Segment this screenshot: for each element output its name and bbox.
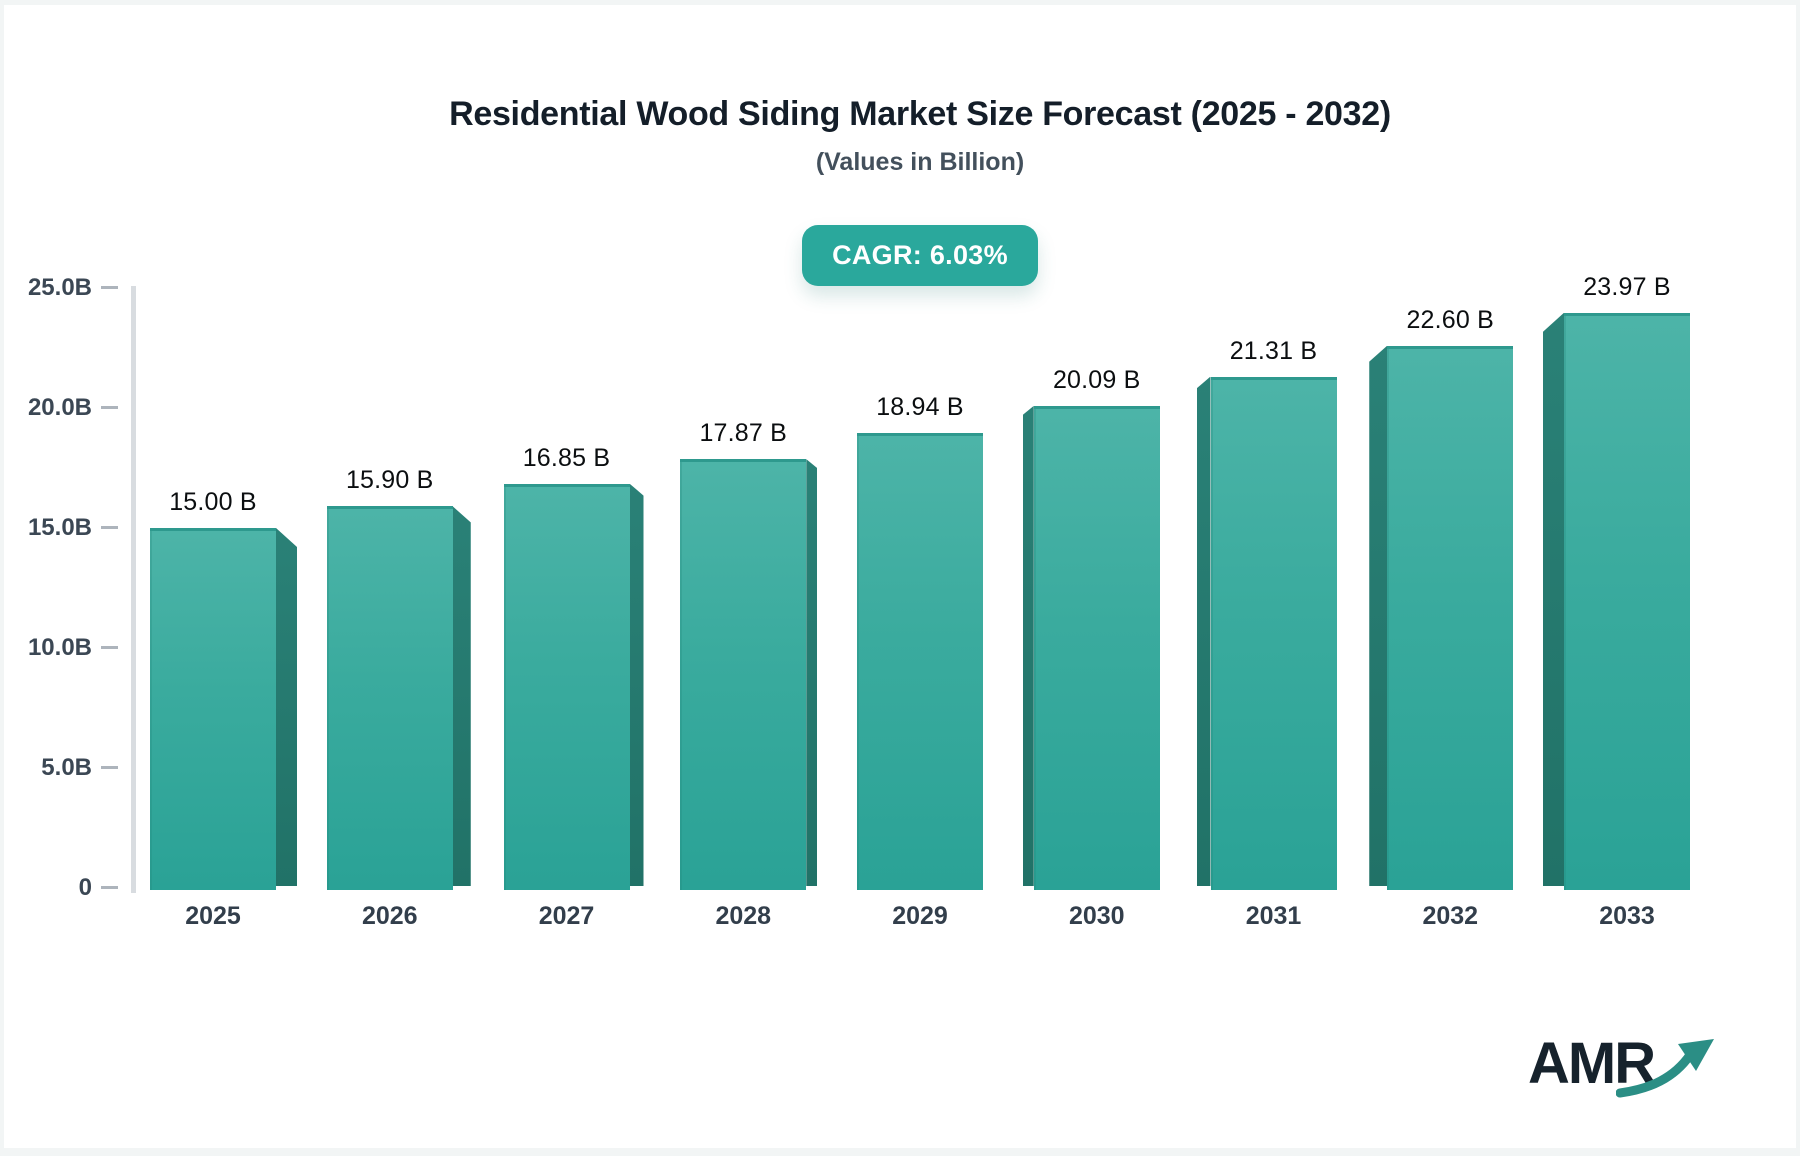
bar-2026 — [326, 506, 453, 890]
bar-side — [806, 459, 818, 886]
x-tick-label: 2025 — [185, 902, 241, 930]
bar-2028 — [680, 459, 807, 890]
cagr-badge: CAGR: 6.03% — [802, 225, 1038, 286]
bar-value-label: 15.00 B — [169, 488, 257, 516]
x-tick-label: 2033 — [1599, 902, 1655, 930]
y-tick — [101, 286, 118, 289]
bar-value-label: 23.97 B — [1583, 272, 1671, 301]
y-tick — [101, 526, 118, 529]
bar-side — [1022, 405, 1034, 886]
y-tick — [101, 406, 118, 409]
bar-value-label: 15.90 B — [345, 466, 434, 495]
y-tick — [101, 766, 118, 769]
bar-2033 — [1564, 312, 1690, 890]
growth-arrow-icon — [1616, 1039, 1714, 1098]
y-tick — [101, 886, 118, 889]
bar-value-label: 22.60 B — [1406, 305, 1495, 334]
bar-value-label: 20.09 B — [1052, 365, 1141, 394]
x-tick-label: 2028 — [715, 902, 772, 930]
bar-value-label: 21.31 B — [1229, 336, 1318, 365]
bar-side — [1369, 345, 1388, 886]
bar-2032 — [1387, 345, 1514, 890]
bar-2031 — [1210, 376, 1337, 890]
bar-value-label: 17.87 B — [699, 419, 788, 448]
x-tick-label: 2029 — [892, 902, 948, 930]
x-tick-label: 2032 — [1422, 902, 1479, 930]
y-tick-label: 15.0B — [27, 514, 92, 541]
bar-2025 — [150, 528, 276, 890]
bar-value-label: 18.94 B — [876, 393, 964, 422]
x-tick-label: 2031 — [1245, 902, 1302, 930]
chart-header: Residential Wood Siding Market Size Fore… — [40, 0, 1800, 286]
y-tick-label: 25.0B — [27, 274, 92, 301]
x-tick-label: 2027 — [538, 902, 595, 930]
bar-side — [629, 483, 644, 886]
bar-2027 — [503, 483, 630, 890]
x-tick-label: 2030 — [1068, 902, 1125, 930]
bar-side — [452, 506, 471, 886]
bar-side — [1543, 312, 1564, 886]
bar-value-label: 16.85 B — [522, 443, 611, 472]
y-tick-label: 10.0B — [27, 634, 92, 661]
amr-logo: AMR — [1528, 1030, 1728, 1110]
y-tick-label: 5.0B — [41, 754, 92, 781]
bar-2029 — [857, 433, 983, 890]
y-axis-line — [131, 286, 136, 893]
bar-2030 — [1033, 405, 1160, 890]
y-tick-label: 0 — [78, 874, 92, 901]
x-tick-label: 2026 — [361, 902, 418, 930]
bar-side — [276, 528, 297, 886]
y-tick-label: 20.0B — [27, 394, 92, 421]
amr-logo-text: AMR — [1528, 1031, 1656, 1096]
chart-subtitle: (Values in Billion) — [815, 148, 1025, 176]
chart-title: Residential Wood Siding Market Size Fore… — [449, 95, 1391, 133]
y-tick — [101, 646, 118, 649]
bar-side — [1196, 376, 1211, 886]
